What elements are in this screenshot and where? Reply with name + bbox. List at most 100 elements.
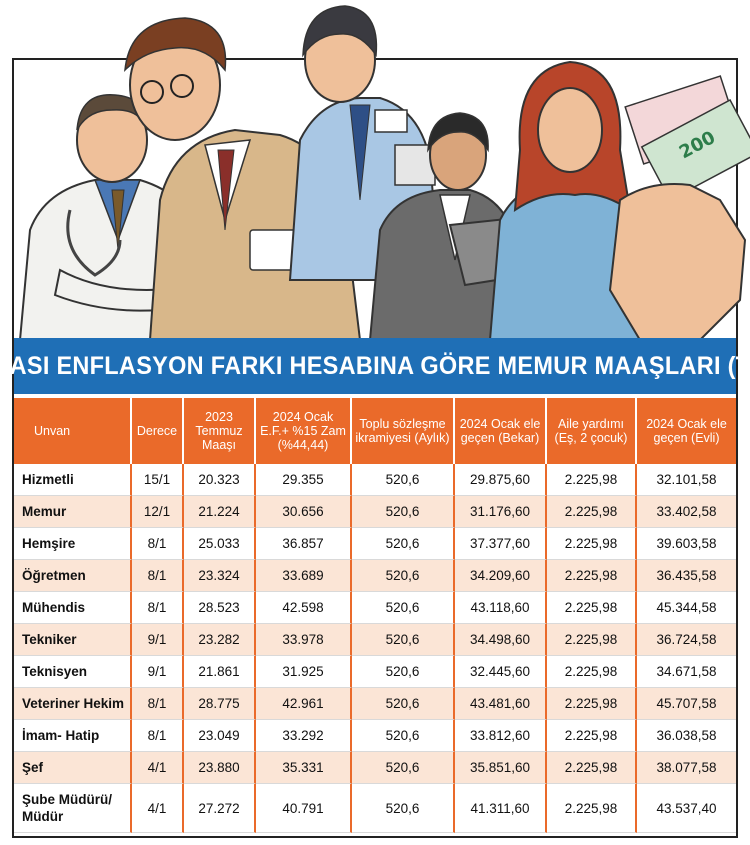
- table-body: Hizmetli 15/1 20.323 29.355 520,6 29.875,60 2.…: [14, 464, 736, 833]
- header-aile-yardimi: Aile yardımı (Eş, 2 çocuk): [547, 398, 637, 464]
- cell-ikramiye: 520,6: [352, 592, 455, 624]
- page-title: OLASI ENFLASYON FARKI HESABINA GÖRE MEMU…: [0, 351, 750, 380]
- cell-ele-gecen-evli: 38.077,58: [637, 752, 736, 784]
- cell-aile-yardimi: 2.225,98: [547, 496, 637, 528]
- cell-ikramiye: 520,6: [352, 464, 455, 496]
- cell-aile-yardimi: 2.225,98: [547, 624, 637, 656]
- cell-derece: 15/1: [132, 464, 184, 496]
- table-row: Teknisyen 9/1 21.861 31.925 520,6 32.445,60 2.…: [14, 656, 736, 688]
- cell-ele-gecen-evli: 36.724,58: [637, 624, 736, 656]
- cell-unvan: Mühendis: [14, 592, 132, 624]
- cell-ele-gecen-bekar: 31.176,60: [455, 496, 547, 528]
- table-header-row: Unvan Derece 2023 Temmuz Maaşı 2024 Ocak E.…: [14, 398, 736, 464]
- cell-unvan: Tekniker: [14, 624, 132, 656]
- cell-ele-gecen-evli: 33.402,58: [637, 496, 736, 528]
- cell-ele-gecen-bekar: 43.481,60: [455, 688, 547, 720]
- cell-unvan: Memur: [14, 496, 132, 528]
- cell-ikramiye: 520,6: [352, 624, 455, 656]
- cell-ele-gecen-evli: 45.707,58: [637, 688, 736, 720]
- cell-ocak-zam: 40.791: [256, 784, 352, 833]
- cell-derece: 8/1: [132, 560, 184, 592]
- cell-temmuz-maasi: 27.272: [184, 784, 256, 833]
- cell-ocak-zam: 31.925: [256, 656, 352, 688]
- cell-unvan: Teknisyen: [14, 656, 132, 688]
- table-row: Hemşire 8/1 25.033 36.857 520,6 37.377,60 2.22…: [14, 528, 736, 560]
- table-row: Şube Müdürü/ Müdür 4/1 27.272 40.791 520,6 41…: [14, 784, 736, 833]
- cell-temmuz-maasi: 28.775: [184, 688, 256, 720]
- cell-derece: 9/1: [132, 656, 184, 688]
- cell-temmuz-maasi: 23.049: [184, 720, 256, 752]
- woman-figure: [488, 60, 641, 340]
- cell-ele-gecen-evli: 45.344,58: [637, 592, 736, 624]
- cell-ele-gecen-bekar: 41.311,60: [455, 784, 547, 833]
- cell-ocak-zam: 35.331: [256, 752, 352, 784]
- cell-aile-yardimi: 2.225,98: [547, 528, 637, 560]
- cell-aile-yardimi: 2.225,98: [547, 560, 637, 592]
- salary-table: Unvan Derece 2023 Temmuz Maaşı 2024 Ocak E.…: [14, 398, 736, 833]
- cell-derece: 9/1: [132, 624, 184, 656]
- cell-ele-gecen-evli: 36.435,58: [637, 560, 736, 592]
- header-unvan: Unvan: [14, 398, 132, 464]
- header-ele-gecen-bekar: 2024 Ocak ele geçen (Bekar): [455, 398, 547, 464]
- cell-ele-gecen-bekar: 29.875,60: [455, 464, 547, 496]
- cell-ikramiye: 520,6: [352, 656, 455, 688]
- cell-ocak-zam: 30.656: [256, 496, 352, 528]
- cell-ele-gecen-evli: 43.537,40: [637, 784, 736, 833]
- cell-temmuz-maasi: 20.323: [184, 464, 256, 496]
- cell-ele-gecen-evli: 36.038,58: [637, 720, 736, 752]
- cell-temmuz-maasi: 23.282: [184, 624, 256, 656]
- cell-unvan: Şube Müdürü/ Müdür: [14, 784, 132, 833]
- cell-unvan: Hemşire: [14, 528, 132, 560]
- cell-ikramiye: 520,6: [352, 752, 455, 784]
- cell-derece: 8/1: [132, 592, 184, 624]
- cell-aile-yardimi: 2.225,98: [547, 592, 637, 624]
- cell-ocak-zam: 33.292: [256, 720, 352, 752]
- cell-aile-yardimi: 2.225,98: [547, 784, 637, 833]
- cell-aile-yardimi: 2.225,98: [547, 464, 637, 496]
- cell-ele-gecen-bekar: 34.209,60: [455, 560, 547, 592]
- cell-derece: 8/1: [132, 688, 184, 720]
- table-row: Tekniker 9/1 23.282 33.978 520,6 34.498,60 2.2…: [14, 624, 736, 656]
- cell-ele-gecen-bekar: 35.851,60: [455, 752, 547, 784]
- cell-ocak-zam: 42.598: [256, 592, 352, 624]
- table-row: Hizmetli 15/1 20.323 29.355 520,6 29.875,60 2.…: [14, 464, 736, 496]
- cell-ikramiye: 520,6: [352, 784, 455, 833]
- cell-aile-yardimi: 2.225,98: [547, 656, 637, 688]
- header-derece: Derece: [132, 398, 184, 464]
- cell-unvan: Veteriner Hekim: [14, 688, 132, 720]
- header-ikramiye: Toplu sözleşme ikramiyesi (Aylık): [352, 398, 455, 464]
- header-ocak-zam: 2024 Ocak E.F.+ %15 Zam (%44,44): [256, 398, 352, 464]
- cell-ocak-zam: 33.689: [256, 560, 352, 592]
- header-ele-gecen-evli: 2024 Ocak ele geçen (Evli): [637, 398, 736, 464]
- cell-ikramiye: 520,6: [352, 496, 455, 528]
- cell-ele-gecen-bekar: 43.118,60: [455, 592, 547, 624]
- cell-ocak-zam: 33.978: [256, 624, 352, 656]
- table-row: Veteriner Hekim 8/1 28.775 42.961 520,6 43.48…: [14, 688, 736, 720]
- cell-ele-gecen-bekar: 37.377,60: [455, 528, 547, 560]
- cell-derece: 4/1: [132, 784, 184, 833]
- title-bar: OLASI ENFLASYON FARKI HESABINA GÖRE MEMU…: [0, 338, 750, 394]
- cell-ikramiye: 520,6: [352, 560, 455, 592]
- cell-temmuz-maasi: 25.033: [184, 528, 256, 560]
- table-row: İmam- Hatip 8/1 23.049 33.292 520,6 33.812,60…: [14, 720, 736, 752]
- cell-ele-gecen-evli: 34.671,58: [637, 656, 736, 688]
- table-row: Mühendis 8/1 28.523 42.598 520,6 43.118,60 2.2…: [14, 592, 736, 624]
- cell-derece: 4/1: [132, 752, 184, 784]
- cell-ocak-zam: 36.857: [256, 528, 352, 560]
- table-row: Memur 12/1 21.224 30.656 520,6 31.176,60 2.225…: [14, 496, 736, 528]
- cell-ele-gecen-bekar: 33.812,60: [455, 720, 547, 752]
- cell-ocak-zam: 29.355: [256, 464, 352, 496]
- cell-ikramiye: 520,6: [352, 528, 455, 560]
- cell-temmuz-maasi: 21.224: [184, 496, 256, 528]
- cell-ocak-zam: 42.961: [256, 688, 352, 720]
- cell-temmuz-maasi: 21.861: [184, 656, 256, 688]
- cell-aile-yardimi: 2.225,98: [547, 688, 637, 720]
- cell-ele-gecen-evli: 39.603,58: [637, 528, 736, 560]
- cell-ele-gecen-evli: 32.101,58: [637, 464, 736, 496]
- cell-temmuz-maasi: 23.324: [184, 560, 256, 592]
- cell-derece: 12/1: [132, 496, 184, 528]
- table-row: Öğretmen 8/1 23.324 33.689 520,6 34.209,60 2.2…: [14, 560, 736, 592]
- cell-temmuz-maasi: 28.523: [184, 592, 256, 624]
- cell-aile-yardimi: 2.225,98: [547, 720, 637, 752]
- cell-ele-gecen-bekar: 32.445,60: [455, 656, 547, 688]
